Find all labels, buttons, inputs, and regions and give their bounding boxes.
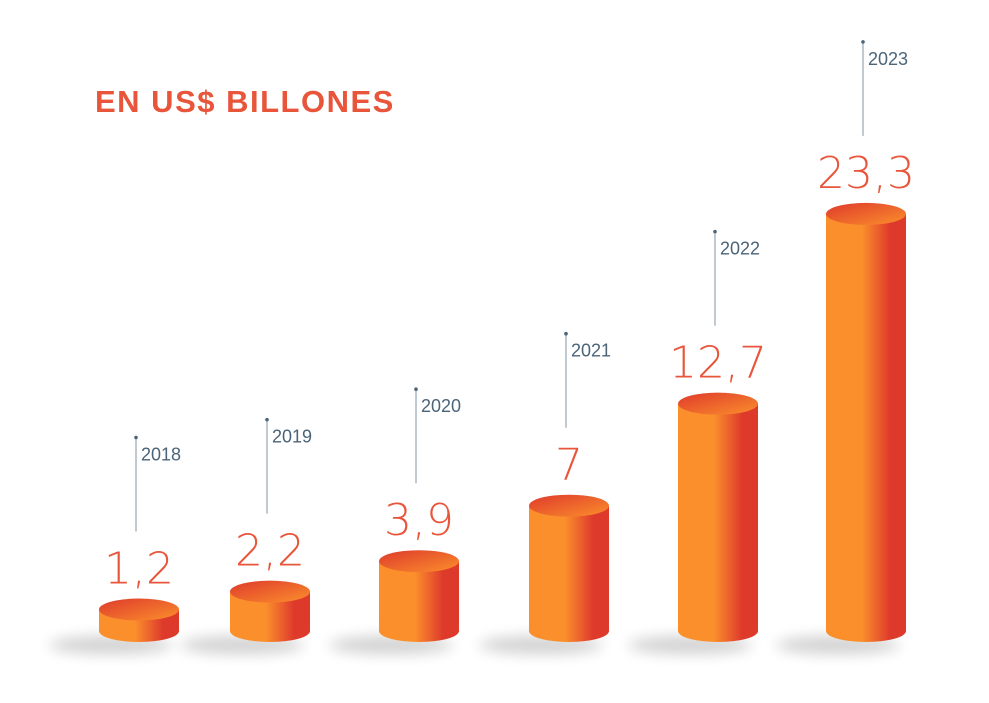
bar-top <box>99 598 179 621</box>
bar-2023: 23,3 2023 <box>776 40 915 654</box>
year-label: 2018 <box>141 445 181 465</box>
value-label: 2,2 <box>235 526 305 577</box>
bar-2021: 7 2021 <box>479 331 611 654</box>
value-label: 7 <box>555 440 583 491</box>
bar-body <box>379 561 459 642</box>
year-label: 2020 <box>421 396 461 416</box>
bar-2020: 3,9 2020 <box>329 387 461 654</box>
leader-dot <box>414 387 418 391</box>
bar-top <box>379 550 459 573</box>
bar-2019: 2,2 2019 <box>180 417 312 654</box>
leader-dot <box>564 331 568 336</box>
bar-body <box>529 505 609 642</box>
year-label: 2022 <box>720 239 760 259</box>
year-label: 2019 <box>272 427 312 447</box>
year-label: 2023 <box>868 49 908 69</box>
bar-top <box>230 580 310 603</box>
year-label: 2021 <box>571 341 611 361</box>
value-label: 3,9 <box>384 495 454 546</box>
value-label: 12,7 <box>669 338 767 389</box>
bar-2022: 12,7 2022 <box>628 229 767 654</box>
value-label: 23,3 <box>817 148 915 199</box>
value-label: 1,2 <box>104 544 174 595</box>
leader-dot <box>134 435 138 440</box>
chart-title: EN US$ BILLONES <box>95 84 395 119</box>
bar-body <box>230 591 310 642</box>
leader-dot <box>713 229 717 234</box>
leader-dot <box>265 417 269 422</box>
leader-dot <box>861 40 865 44</box>
bar-2018: 1,2 2018 <box>49 435 181 654</box>
bar-top <box>678 392 758 415</box>
bar-top <box>529 494 609 517</box>
bar-body <box>678 403 758 642</box>
bar-body <box>826 213 906 642</box>
bar-top <box>826 202 906 225</box>
